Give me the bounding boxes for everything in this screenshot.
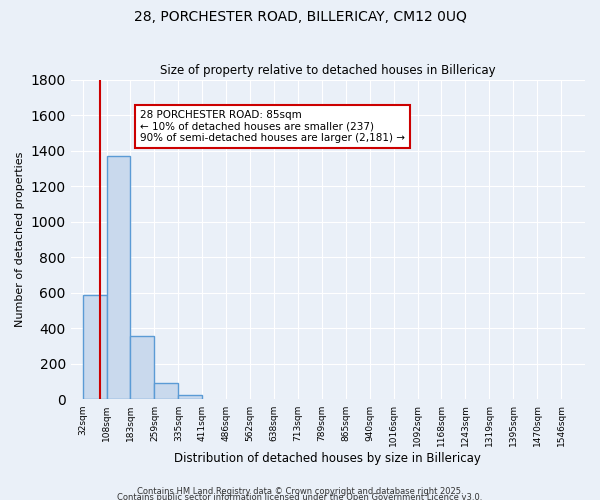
Bar: [130, 336, 154, 400]
Text: Contains public sector information licensed under the Open Government Licence v3: Contains public sector information licen…: [118, 492, 482, 500]
Bar: [83, 294, 107, 400]
Y-axis label: Number of detached properties: Number of detached properties: [15, 152, 25, 327]
Text: 28, PORCHESTER ROAD, BILLERICAY, CM12 0UQ: 28, PORCHESTER ROAD, BILLERICAY, CM12 0U…: [134, 10, 466, 24]
Bar: [154, 384, 178, 400]
Text: Contains HM Land Registry data © Crown copyright and database right 2025.: Contains HM Land Registry data © Crown c…: [137, 486, 463, 496]
X-axis label: Distribution of detached houses by size in Billericay: Distribution of detached houses by size …: [175, 452, 481, 465]
Bar: [178, 394, 202, 400]
Text: 28 PORCHESTER ROAD: 85sqm
← 10% of detached houses are smaller (237)
90% of semi: 28 PORCHESTER ROAD: 85sqm ← 10% of detac…: [140, 110, 405, 143]
Title: Size of property relative to detached houses in Billericay: Size of property relative to detached ho…: [160, 64, 496, 77]
Bar: [107, 156, 130, 400]
